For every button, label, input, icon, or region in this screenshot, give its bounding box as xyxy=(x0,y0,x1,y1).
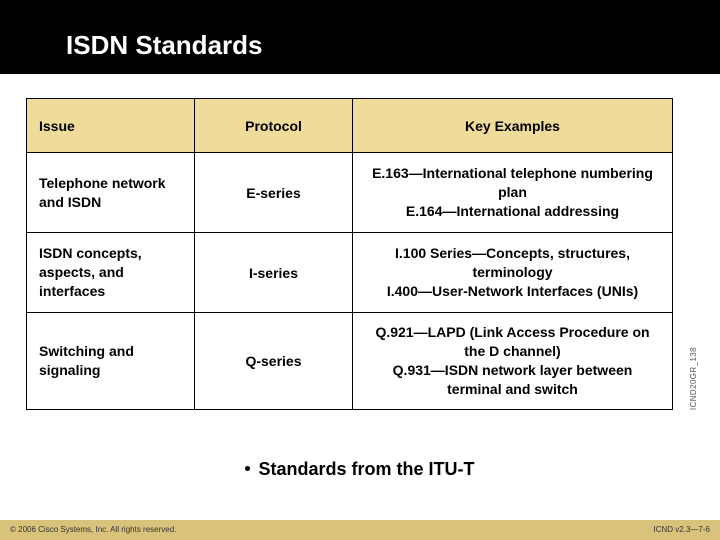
bullet-line: Standards from the ITU-T xyxy=(245,459,474,479)
bullet-text: Standards from the ITU-T xyxy=(258,459,474,479)
bullet-dot-icon xyxy=(245,466,250,471)
footer-bar: © 2006 Cisco Systems, Inc. All rights re… xyxy=(0,520,720,540)
standards-table: Issue Protocol Key Examples Telephone ne… xyxy=(26,98,673,410)
cell-protocol: E-series xyxy=(195,153,353,233)
col-header-issue: Issue xyxy=(27,99,195,153)
cell-issue: Switching and signaling xyxy=(27,313,195,410)
table-row: Switching and signaling Q-series Q.921—L… xyxy=(27,313,673,410)
col-header-examples: Key Examples xyxy=(353,99,673,153)
figure-id-label: ICND20GR_138 xyxy=(689,347,698,410)
copyright-text: © 2006 Cisco Systems, Inc. All rights re… xyxy=(10,525,176,534)
cell-protocol: Q-series xyxy=(195,313,353,410)
table-wrap: Issue Protocol Key Examples Telephone ne… xyxy=(26,98,694,410)
col-header-protocol: Protocol xyxy=(195,99,353,153)
cell-examples: E.163—International telephone numbering … xyxy=(353,153,673,233)
slide-title: ISDN Standards xyxy=(66,30,263,61)
table-row: ISDN concepts, aspects, and interfaces I… xyxy=(27,233,673,313)
title-notch xyxy=(588,0,678,22)
cell-issue: Telephone network and ISDN xyxy=(27,153,195,233)
cell-protocol: I-series xyxy=(195,233,353,313)
title-bar: ISDN Standards xyxy=(0,0,720,74)
table-row: Telephone network and ISDN E-series E.16… xyxy=(27,153,673,233)
slide: ISDN Standards Issue Protocol Key Exampl… xyxy=(0,0,720,540)
slide-number: ICND v2.3—7-6 xyxy=(654,525,710,534)
cell-examples: Q.921—LAPD (Link Access Procedure on the… xyxy=(353,313,673,410)
cell-issue: ISDN concepts, aspects, and interfaces xyxy=(27,233,195,313)
cell-examples: I.100 Series—Concepts, structures, termi… xyxy=(353,233,673,313)
bullet-area: Standards from the ITU-T xyxy=(0,459,720,480)
table-header-row: Issue Protocol Key Examples xyxy=(27,99,673,153)
